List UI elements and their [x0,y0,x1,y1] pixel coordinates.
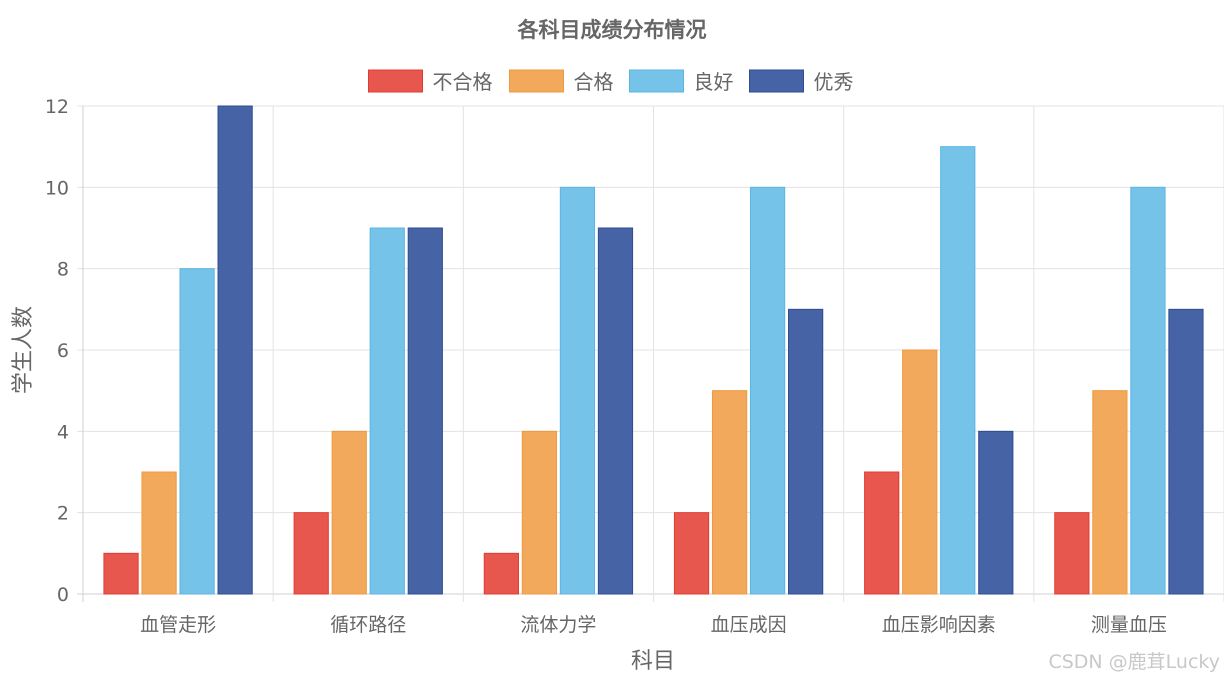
x-tick-label: 血压影响因素 [882,614,996,636]
legend-item-合格[interactable]: 合格 [509,69,614,94]
legend-item-良好[interactable]: 良好 [629,69,734,94]
bar-良好-测量血压[interactable] [1130,186,1166,595]
bar-良好-循环路径[interactable] [369,227,405,595]
y-tick-label: 2 [57,503,69,525]
x-tick-label: 流体力学 [520,614,596,636]
legend-label: 不合格 [433,70,493,94]
x-tick-label: 循环路径 [330,614,406,636]
legend-swatch [509,69,564,93]
legend[interactable]: 不合格 合格 良好 优秀 [368,69,854,94]
bar-不合格-循环路径[interactable] [293,512,329,595]
bar-优秀-测量血压[interactable] [1168,308,1204,595]
bar-优秀-血管走形[interactable] [217,105,253,595]
bar-良好-流体力学[interactable] [559,186,596,595]
grid-lines [77,105,1224,602]
bar-不合格-血压影响因素[interactable] [864,471,900,595]
x-tick-label: 血管走形 [140,614,216,636]
bar-良好-血压影响因素[interactable] [940,146,976,595]
bar-合格-血压成因[interactable] [711,390,748,595]
x-tick-label: 血压成因 [711,614,787,636]
y-tick-label: 10 [45,177,69,199]
y-tick-label: 6 [57,340,69,362]
legend-swatch [368,69,423,93]
y-tick-label: 8 [57,259,69,281]
y-axis-ticks: 0 2 4 6 8 10 12 [45,96,69,606]
bar-合格-流体力学[interactable] [521,430,558,595]
x-axis-title: 科目 [631,649,675,674]
bar-合格-血管走形[interactable] [141,471,177,595]
bar-合格-循环路径[interactable] [331,430,367,595]
chart-title: 各科目成绩分布情况 [517,18,707,42]
x-axis-ticks: 血管走形 循环路径 流体力学 血压成因 血压影响因素 测量血压 [140,614,1167,636]
bar-合格-血压影响因素[interactable] [902,349,938,595]
legend-swatch [629,69,684,93]
bar-不合格-血压成因[interactable] [673,512,710,595]
bar-良好-血压成因[interactable] [749,186,786,595]
legend-item-优秀[interactable]: 优秀 [749,69,854,94]
bar-合格-测量血压[interactable] [1092,390,1128,595]
y-tick-label: 12 [45,96,69,118]
bar-优秀-血压影响因素[interactable] [978,430,1014,595]
bar-良好-血管走形[interactable] [179,268,215,595]
bar-优秀-血压成因[interactable] [788,308,824,595]
watermark: CSDN @鹿茸Lucky [1048,651,1220,673]
legend-item-不合格[interactable]: 不合格 [368,69,493,94]
x-tick-label: 测量血压 [1091,614,1167,636]
legend-label: 优秀 [814,70,854,94]
bar-不合格-测量血压[interactable] [1054,512,1090,595]
y-axis-title: 学生人数 [11,306,36,394]
legend-swatch [749,69,804,93]
legend-label: 良好 [694,70,734,94]
y-tick-label: 0 [57,584,69,606]
bar-不合格-流体力学[interactable] [483,552,519,595]
bar-优秀-循环路径[interactable] [407,227,443,595]
legend-label: 合格 [574,70,614,94]
y-tick-label: 4 [57,421,69,443]
bars[interactable] [103,105,1204,595]
bar-不合格-血管走形[interactable] [103,552,139,595]
bar-优秀-流体力学[interactable] [597,227,634,595]
